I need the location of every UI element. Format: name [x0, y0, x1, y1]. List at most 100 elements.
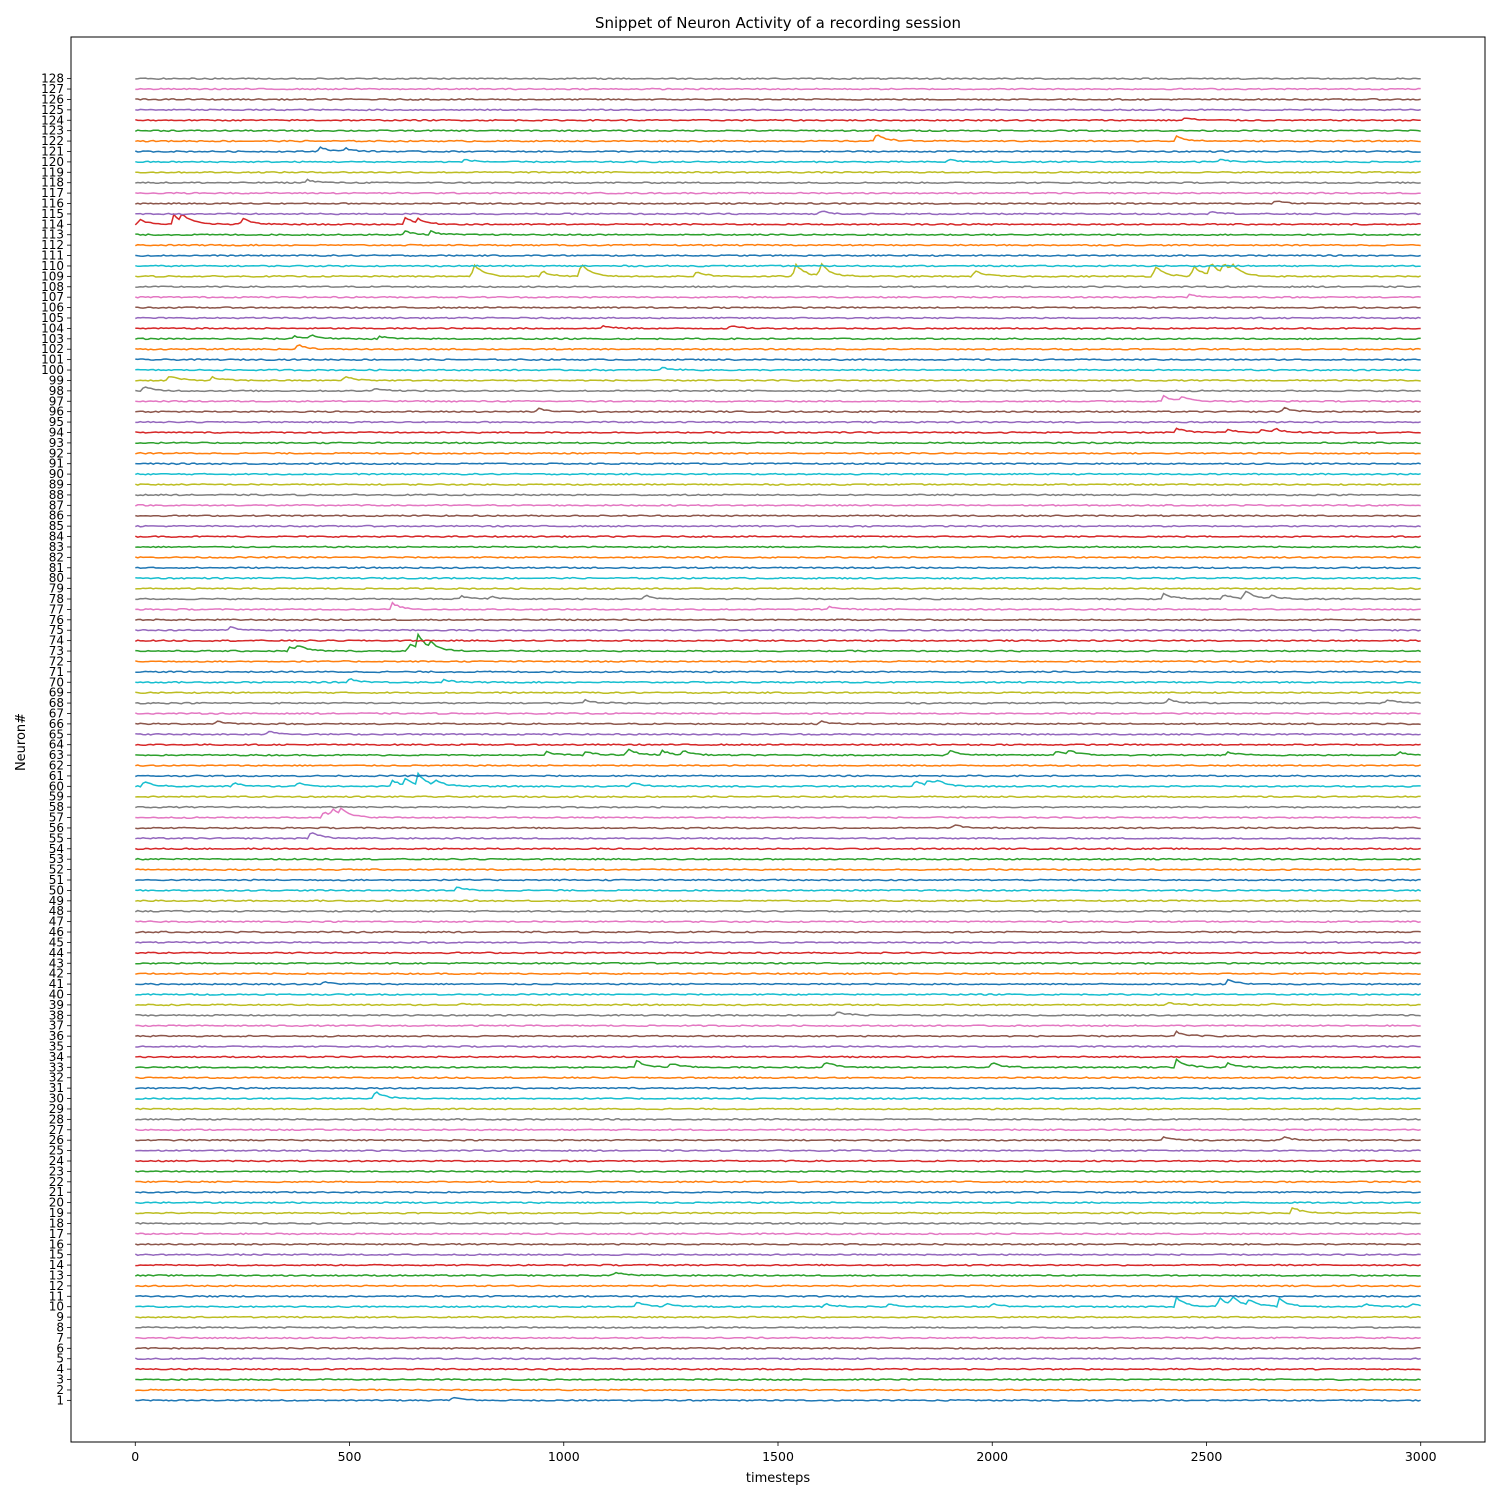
- trace-neuron-64: [135, 743, 1421, 747]
- x-tick-label-3000: 3000: [1405, 1449, 1437, 1464]
- y-tick-label-67: 67: [49, 706, 64, 720]
- y-tick-label-37: 37: [49, 1019, 64, 1033]
- trace-neuron-128: [135, 77, 1421, 81]
- trace-neuron-75: [135, 625, 1421, 632]
- y-tick-label-110: 110: [41, 259, 64, 273]
- trace-neuron-8: [135, 1326, 1421, 1329]
- trace-neuron-39: [135, 1001, 1421, 1007]
- y-tick-label-21: 21: [49, 1185, 64, 1199]
- trace-neuron-65: [135, 730, 1421, 736]
- trace-neuron-89: [135, 483, 1421, 486]
- trace-neuron-122: [135, 134, 1421, 143]
- y-tick-label-24: 24: [49, 1154, 64, 1168]
- y-tick-label-123: 123: [41, 124, 64, 138]
- y-tick-label-117: 117: [41, 186, 64, 200]
- y-tick-label-16: 16: [49, 1237, 64, 1251]
- trace-neuron-29: [135, 1107, 1421, 1111]
- y-tick-label-76: 76: [49, 613, 64, 627]
- y-tick-label-14: 14: [49, 1258, 64, 1272]
- trace-neuron-58: [135, 805, 1421, 809]
- trace-neuron-124: [135, 117, 1421, 122]
- y-tick-label-4: 4: [56, 1362, 64, 1376]
- y-tick-label-54: 54: [49, 842, 64, 856]
- y-tick-label-98: 98: [49, 384, 64, 398]
- trace-neuron-43: [135, 961, 1421, 965]
- trace-neuron-6: [135, 1346, 1421, 1350]
- trace-neuron-115: [135, 210, 1421, 216]
- y-tick-label-64: 64: [49, 738, 64, 752]
- trace-neuron-95: [135, 420, 1421, 424]
- y-tick-label-41: 41: [49, 977, 64, 991]
- y-tick-label-87: 87: [49, 498, 64, 512]
- trace-neuron-94: [135, 427, 1421, 434]
- trace-neuron-107: [135, 293, 1421, 299]
- trace-neuron-108: [135, 285, 1421, 289]
- trace-neuron-99: [135, 375, 1421, 382]
- trace-neuron-120: [135, 158, 1421, 164]
- y-tick-label-6: 6: [56, 1341, 64, 1355]
- trace-neuron-32: [135, 1076, 1421, 1080]
- x-tick-label-2500: 2500: [1191, 1449, 1223, 1464]
- trace-neuron-82: [135, 555, 1421, 559]
- y-tick-label-91: 91: [49, 457, 64, 471]
- x-tick-label-1500: 1500: [762, 1449, 794, 1464]
- trace-neuron-112: [135, 243, 1421, 247]
- y-tick-label-84: 84: [49, 530, 64, 544]
- trace-neuron-61: [135, 774, 1421, 778]
- y-tick-label-74: 74: [49, 634, 64, 648]
- trace-neuron-63: [135, 748, 1421, 757]
- trace-neuron-2: [135, 1388, 1421, 1392]
- y-tick-label-69: 69: [49, 686, 64, 700]
- trace-neuron-3: [135, 1378, 1421, 1382]
- trace-neuron-12: [135, 1284, 1421, 1288]
- y-tick-label-116: 116: [41, 197, 64, 211]
- trace-neuron-48: [134, 909, 1421, 913]
- y-tick-label-9: 9: [56, 1310, 64, 1324]
- trace-neuron-20: [135, 1201, 1421, 1205]
- y-tick-label-120: 120: [41, 155, 64, 169]
- y-tick-label-23: 23: [49, 1164, 64, 1178]
- trace-neuron-93: [135, 441, 1421, 445]
- trace-neuron-24: [135, 1159, 1421, 1163]
- y-tick-label-85: 85: [49, 519, 64, 533]
- trace-neuron-90: [135, 472, 1421, 476]
- y-tick-label-80: 80: [49, 571, 64, 585]
- y-axis-label: Neuron#: [14, 713, 29, 771]
- trace-neuron-80: [135, 576, 1421, 580]
- y-tick-label-2: 2: [56, 1383, 64, 1397]
- y-tick-label-48: 48: [49, 904, 64, 918]
- trace-neuron-45: [135, 940, 1421, 944]
- trace-neuron-83: [135, 545, 1421, 549]
- y-tick-label-83: 83: [49, 540, 64, 554]
- trace-neuron-79: [135, 587, 1421, 591]
- y-tick-label-79: 79: [49, 582, 64, 596]
- y-tick-label-124: 124: [41, 113, 64, 127]
- y-tick-label-12: 12: [49, 1279, 64, 1293]
- trace-neuron-118: [135, 178, 1421, 185]
- y-tick-label-38: 38: [49, 1008, 64, 1022]
- trace-neuron-105: [135, 316, 1421, 320]
- x-tick-label-1000: 1000: [548, 1449, 580, 1464]
- trace-neuron-54: [135, 847, 1421, 851]
- y-tick-label-31: 31: [49, 1081, 64, 1095]
- trace-neuron-60: [135, 771, 1421, 788]
- y-tick-label-32: 32: [49, 1071, 64, 1085]
- trace-neuron-106: [135, 306, 1421, 310]
- trace-neuron-40: [135, 993, 1421, 996]
- y-tick-label-45: 45: [49, 935, 64, 949]
- trace-neuron-10: [135, 1295, 1421, 1309]
- y-tick-label-11: 11: [49, 1289, 64, 1303]
- trace-neuron-123: [134, 129, 1421, 133]
- y-tick-label-126: 126: [41, 92, 64, 106]
- trace-neuron-84: [135, 535, 1421, 539]
- trace-neuron-16: [135, 1242, 1421, 1246]
- y-tick-label-17: 17: [49, 1227, 64, 1241]
- trace-neuron-88: [135, 493, 1421, 497]
- trace-neuron-67: [135, 712, 1421, 715]
- y-tick-label-66: 66: [49, 717, 64, 731]
- trace-neuron-119: [135, 170, 1421, 174]
- y-tick-label-78: 78: [49, 592, 64, 606]
- y-tick-label-111: 111: [41, 249, 64, 263]
- y-tick-label-127: 127: [41, 82, 64, 96]
